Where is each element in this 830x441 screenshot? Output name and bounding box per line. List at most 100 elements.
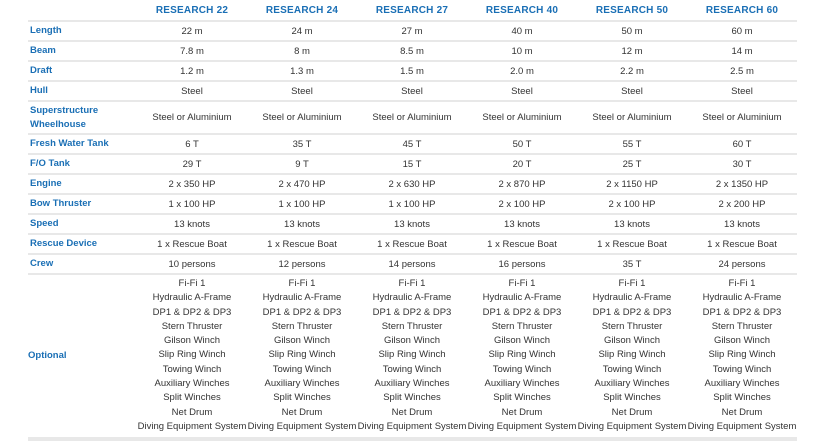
optional-item: Slip Ring Winch [488, 349, 556, 361]
optional-item: Fi-Fi 1 [178, 278, 206, 289]
optional-item: Hydraulic A-Frame [592, 292, 672, 304]
row-label-text: Speed [30, 218, 59, 229]
spec-value: 10 persons [137, 253, 247, 274]
row-label-text: Length [30, 25, 62, 36]
specifications-table: RESEARCH 22 RESEARCH 24 RESEARCH 27 RESEARC… [28, 0, 797, 436]
optional-item: Hydraulic A-Frame [372, 292, 452, 304]
spec-value: 14 persons [357, 253, 467, 274]
optional-item: Diving Equipment System [467, 420, 577, 432]
column-header: RESEARCH 40 [485, 4, 559, 16]
row-label: Superstructure Wheelhouse [28, 100, 137, 134]
spec-value: 30 T [687, 153, 797, 174]
spec-value: 2 x 200 HP [687, 193, 797, 214]
spec-value: 2 x 630 HP [357, 173, 467, 194]
spec-value: 29 T [137, 153, 247, 174]
spec-value: 1 x Rescue Boat [687, 233, 797, 254]
spec-value: 1 x Rescue Boat [577, 233, 687, 254]
optional-list: Fi-Fi 1 Hydraulic A-Frame DP1 & DP2 & DP3 S… [137, 272, 247, 436]
optional-item: Slip Ring Winch [268, 349, 336, 361]
optional-item: Stern Thruster [491, 320, 553, 332]
row-label: Fresh Water Tank [28, 133, 137, 154]
optional-item: Gilson Winch [274, 335, 330, 347]
spec-value: 50 m [577, 20, 687, 41]
optional-list: Fi-Fi 1 Hydraulic A-Frame DP1 & DP2 & DP3 S… [357, 272, 467, 436]
column-header: RESEARCH 50 [595, 4, 669, 16]
spec-value: 1 x 100 HP [137, 193, 247, 214]
optional-item: Towing Winch [162, 363, 222, 375]
optional-item: Slip Ring Winch [158, 349, 226, 361]
optional-item: Diving Equipment System [357, 420, 467, 432]
spec-value: 35 T [577, 253, 687, 274]
spec-value: 2 x 100 HP [467, 193, 577, 214]
spec-value: Steel [137, 80, 247, 101]
row-label: F/O Tank [28, 153, 137, 174]
table-row: Bow Thruster 1 x 100 HP 1 x 100 HP 1 x 100 … [28, 193, 797, 214]
optional-list: Fi-Fi 1 Hydraulic A-Frame DP1 & DP2 & DP3 S… [247, 272, 357, 436]
spec-value: 45 T [357, 133, 467, 154]
spec-value: Steel or Aluminium [247, 100, 357, 134]
spec-value: Steel [357, 80, 467, 101]
optional-item: Auxiliary Winches [594, 378, 670, 390]
row-label: Engine [28, 173, 137, 194]
row-label-text: Beam [30, 45, 56, 56]
optional-item: Split Winches [273, 392, 331, 404]
spec-value: 8 m [247, 40, 357, 61]
row-label-text: Engine [30, 178, 62, 189]
row-label-text: Draft [30, 65, 53, 76]
row-label-text: Hull [30, 85, 48, 96]
optional-item: Split Winches [603, 392, 661, 404]
spec-value: 2.2 m [577, 60, 687, 81]
spec-value: 10 m [467, 40, 577, 61]
spec-value: 8.5 m [357, 40, 467, 61]
table-row: Speed 13 knots 13 knots 13 knots 13 knots 13 … [28, 213, 797, 234]
optional-item: Towing Winch [382, 363, 442, 375]
spec-value: 2 x 1150 HP [577, 173, 687, 194]
spec-value: 1 x Rescue Boat [467, 233, 577, 254]
optional-item: Stern Thruster [601, 320, 663, 332]
table-row: Draft 1.2 m 1.3 m 1.5 m 2.0 m 2.2 m 2.5 m [28, 60, 797, 81]
optional-item: Auxiliary Winches [154, 378, 230, 390]
optional-item: Diving Equipment System [137, 420, 247, 432]
spec-value: Steel or Aluminium [467, 100, 577, 134]
row-label: Bow Thruster [28, 193, 137, 214]
row-label: Optional [28, 272, 137, 436]
spec-value: 15 T [357, 153, 467, 174]
optional-item: Fi-Fi 1 [618, 278, 646, 289]
table-row-optional: Optional Fi-Fi 1 Hydraulic A-Frame DP1 & DP… [28, 272, 797, 436]
optional-item: Hydraulic A-Frame [482, 292, 562, 304]
spec-value: 2.5 m [687, 60, 797, 81]
spec-value: 50 T [467, 133, 577, 154]
optional-item: Stern Thruster [711, 320, 773, 332]
row-label: Length [28, 20, 137, 41]
spec-value: 35 T [247, 133, 357, 154]
spec-value: Steel or Aluminium [577, 100, 687, 134]
optional-item: Gilson Winch [384, 335, 440, 347]
spec-value: 2 x 100 HP [577, 193, 687, 214]
header-row: RESEARCH 22 RESEARCH 24 RESEARCH 27 RESEARC… [28, 0, 797, 21]
row-label: Speed [28, 213, 137, 234]
row-label-text: Bow Thruster [30, 198, 92, 209]
optional-item: Hydraulic A-Frame [262, 292, 342, 304]
table-row: Engine 2 x 350 HP 2 x 470 HP 2 x 630 HP 2 x … [28, 173, 797, 194]
optional-item: Net Drum [611, 406, 653, 418]
table-row: Crew 10 persons 12 persons 14 persons 16 per… [28, 253, 797, 274]
spec-value: 27 m [357, 20, 467, 41]
optional-item: Gilson Winch [714, 335, 770, 347]
optional-item: DP1 & DP2 & DP3 [702, 306, 782, 318]
spec-value: Steel or Aluminium [357, 100, 467, 134]
spec-value: 2 x 1350 HP [687, 173, 797, 194]
optional-item: DP1 & DP2 & DP3 [262, 306, 342, 318]
spec-value: 1 x Rescue Boat [137, 233, 247, 254]
optional-item: Split Winches [713, 392, 771, 404]
optional-item: Stern Thruster [381, 320, 443, 332]
spec-value: 1.5 m [357, 60, 467, 81]
table-row: Superstructure Wheelhouse Steel or Alumini… [28, 100, 797, 134]
corner-cell [28, 0, 137, 21]
row-label-text: Superstructure [30, 104, 99, 116]
spec-value: 22 m [137, 20, 247, 41]
optional-item: Slip Ring Winch [598, 349, 666, 361]
optional-item: Diving Equipment System [247, 420, 357, 432]
spec-value: Steel [687, 80, 797, 101]
optional-item: Net Drum [721, 406, 763, 418]
